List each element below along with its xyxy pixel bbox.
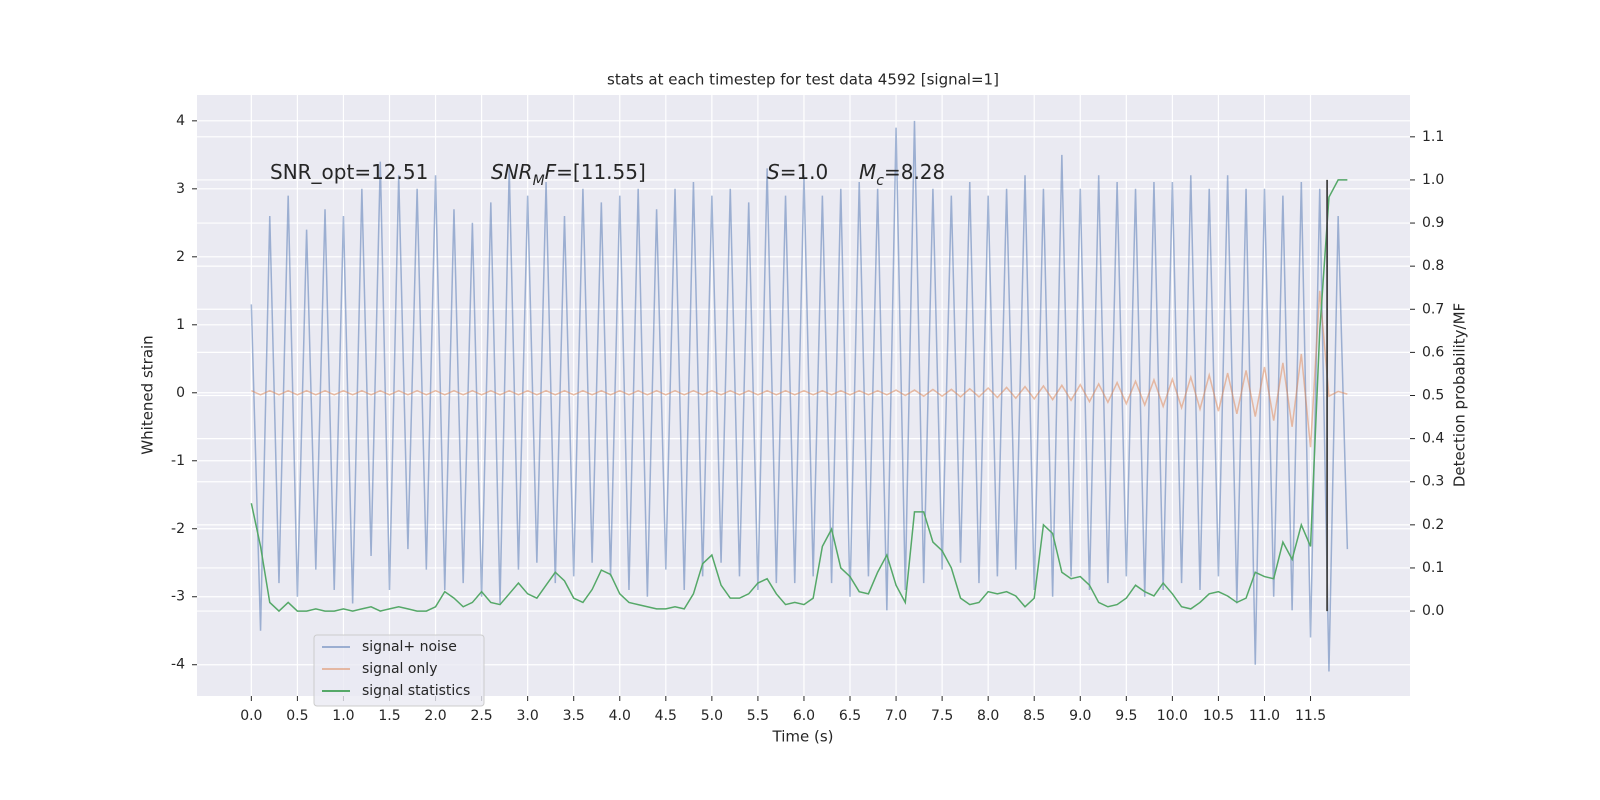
x-tick-label: 9.5 <box>1115 708 1137 724</box>
x-tick-label: 8.5 <box>1023 708 1045 724</box>
x-tick-label: 7.5 <box>931 708 953 724</box>
y2-tick-label: 0.6 <box>1422 344 1444 360</box>
x-tick-label: 11.0 <box>1249 708 1280 724</box>
y2-tick-label: 0.3 <box>1422 474 1444 490</box>
y2-tick-label: 0.8 <box>1422 258 1444 274</box>
y-tick-label: 3 <box>176 181 185 197</box>
series-line <box>251 290 1348 448</box>
legend: signal+ noise signal only signal statistic… <box>313 634 485 707</box>
chart-title: stats at each timestep for test data 459… <box>607 71 999 89</box>
y2-tick-label: 0.5 <box>1422 388 1444 404</box>
y-tick-label: -3 <box>171 589 185 605</box>
legend-box <box>313 634 485 707</box>
series-line <box>250 179 1348 613</box>
y2-tick-label: 1.0 <box>1422 172 1444 188</box>
x-tick-label: 2.5 <box>470 708 492 724</box>
annotation: Mc=8.28 <box>859 160 945 190</box>
marks <box>250 120 1349 672</box>
annotation-part: M <box>533 173 545 189</box>
x-tick-label: 5.0 <box>701 708 723 724</box>
y2-tick-label: 0.4 <box>1422 431 1444 447</box>
y2-tick-label: 0.9 <box>1422 215 1444 231</box>
series-line <box>250 120 1349 672</box>
annotation-part: M <box>859 160 876 184</box>
x-tick-label: 3.5 <box>563 708 585 724</box>
annotation-part: F <box>545 160 557 184</box>
y-tick-label: 1 <box>176 317 185 333</box>
y2-tick-label: 0.1 <box>1422 560 1444 576</box>
x-tick-label: 4.5 <box>655 708 677 724</box>
legend-label: signal only <box>362 661 437 677</box>
y2-tick-label: 1.1 <box>1422 129 1444 145</box>
x-tick-label: 2.0 <box>424 708 446 724</box>
y-tick-label: -4 <box>171 657 185 673</box>
y-tick-label: -1 <box>171 453 185 469</box>
annotation-part: S <box>767 160 780 184</box>
x-tick-label: 1.5 <box>378 708 400 724</box>
annotation-part: SNR_opt=12.51 <box>270 160 428 184</box>
x-tick-label: 10.5 <box>1203 708 1234 724</box>
x-tick-label: 0.5 <box>286 708 308 724</box>
x-tick-label: 6.0 <box>793 708 815 724</box>
y2-tick-label: 0.7 <box>1422 301 1444 317</box>
y2-axis-label: Detection probability/MF <box>1451 303 1469 487</box>
x-axis-label: Time (s) <box>772 728 834 746</box>
x-tick-label: 0.0 <box>240 708 262 724</box>
annotation-part: =[11.55] <box>556 160 646 184</box>
x-tick-label: 6.5 <box>839 708 861 724</box>
x-tick-label: 10.0 <box>1157 708 1188 724</box>
x-tick-label: 8.0 <box>977 708 999 724</box>
y-tick-label: 0 <box>176 385 185 401</box>
annotation: SNR_opt=12.51 <box>270 160 428 184</box>
y-tick-label: 2 <box>176 249 185 265</box>
y-tick-label: 4 <box>176 113 185 129</box>
legend-label: signal statistics <box>362 683 470 699</box>
y2-tick-label: 0.2 <box>1422 517 1444 533</box>
x-tick-label: 9.0 <box>1069 708 1091 724</box>
annotation: SNRMF=[11.55] <box>491 160 646 190</box>
annotation-part: c <box>876 173 884 189</box>
x-tick-label: 7.0 <box>885 708 907 724</box>
x-tick-label: 11.5 <box>1295 708 1326 724</box>
annotation-part: =8.28 <box>884 160 945 184</box>
x-tick-label: 5.5 <box>747 708 769 724</box>
x-tick-label: 4.0 <box>609 708 631 724</box>
y-tick-label: -2 <box>171 521 185 537</box>
y2-tick-label: 0.0 <box>1422 603 1444 619</box>
annotation-part: =1.0 <box>780 160 829 184</box>
y-axis-label: Whitened strain <box>139 335 157 454</box>
annotation: S=1.0 <box>767 160 828 184</box>
x-tick-label: 1.0 <box>332 708 354 724</box>
legend-label: signal+ noise <box>362 639 457 655</box>
annotation-part: SNR <box>491 160 533 184</box>
axes: 0.0 0.5 1.0 1.5 2.0 2.5 3.0 3.5 4.0 4.5 5.0 5.5 6.0 6… <box>171 113 1444 724</box>
x-tick-label: 3.0 <box>517 708 539 724</box>
